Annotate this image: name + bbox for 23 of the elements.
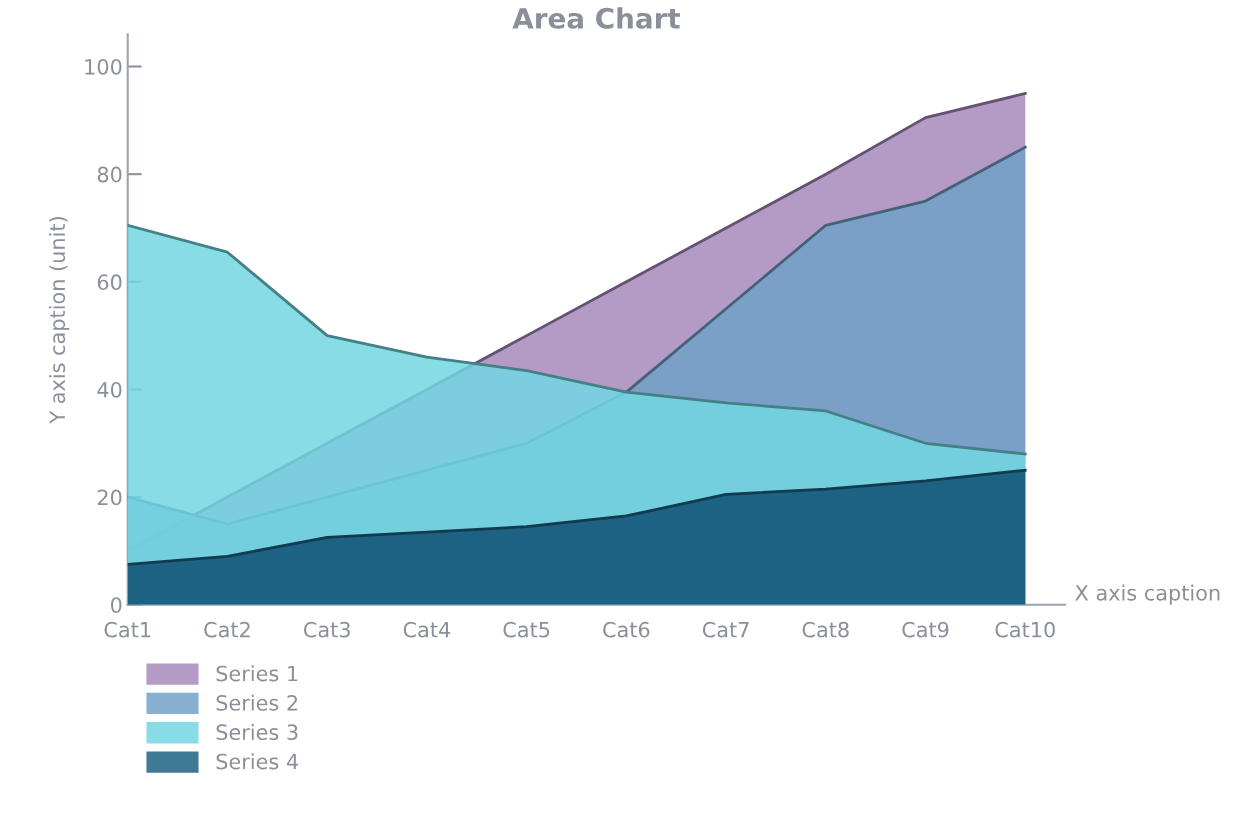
x-tick-label: Cat1	[104, 621, 151, 638]
y-tick-label: 0	[110, 597, 122, 613]
legend-label: Series 2	[216, 694, 298, 711]
x-tick-label: Cat7	[702, 621, 749, 638]
x-tick-label: Cat6	[603, 621, 650, 638]
x-tick-label: Cat9	[902, 621, 949, 638]
y-tick-label: 40	[97, 381, 122, 398]
x-tick-label: Cat8	[802, 621, 849, 638]
x-axis-title: X axis caption	[1075, 584, 1220, 605]
y-tick-label: 20	[97, 489, 122, 506]
y-tick-label: 100	[85, 58, 122, 75]
legend-label: Series 1	[216, 665, 298, 682]
y-tick-label: 60	[97, 274, 122, 291]
x-tick-label: Cat4	[403, 621, 451, 638]
chart-title: Area Chart	[512, 7, 680, 29]
x-tick-label: Cat3	[303, 621, 350, 638]
y-axis-title: Y axis caption (unit)	[49, 217, 70, 424]
x-tick-label: Cat5	[503, 621, 550, 638]
x-tick-label: Cat10	[995, 621, 1055, 638]
y-tick-label: 80	[97, 166, 122, 183]
legend-label: Series 4	[216, 753, 298, 770]
x-tick-label: Cat2	[204, 621, 250, 638]
legend-label: Series 3	[216, 723, 298, 741]
